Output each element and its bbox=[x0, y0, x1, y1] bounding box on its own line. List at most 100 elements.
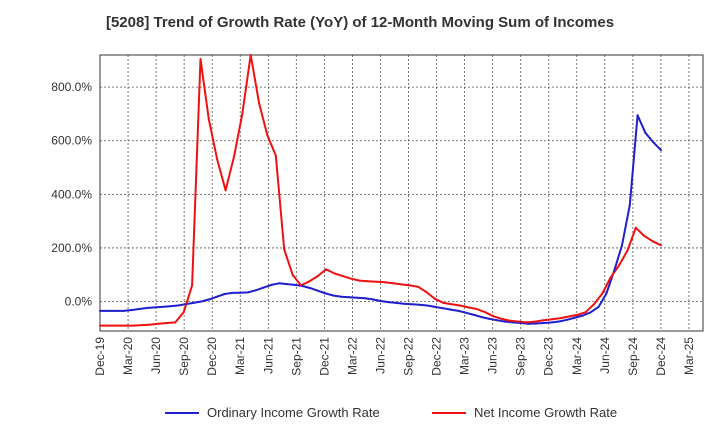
x-tick-label: Jun-22 bbox=[373, 337, 387, 374]
data-point bbox=[358, 279, 361, 282]
data-point bbox=[605, 292, 608, 295]
data-point bbox=[124, 324, 127, 327]
data-point bbox=[601, 292, 604, 295]
data-point bbox=[301, 285, 304, 287]
data-point bbox=[402, 302, 405, 305]
data-point bbox=[130, 309, 133, 312]
legend-swatch-ordinary bbox=[165, 411, 199, 414]
data-point bbox=[496, 319, 499, 322]
data-point bbox=[542, 319, 545, 322]
data-point bbox=[433, 297, 436, 300]
data-point bbox=[504, 320, 507, 323]
data-point bbox=[392, 282, 394, 285]
data-point bbox=[333, 272, 336, 275]
data-point bbox=[324, 292, 327, 295]
data-point bbox=[308, 280, 311, 283]
y-tick-label: 400.0% bbox=[51, 187, 92, 201]
data-point bbox=[166, 322, 168, 324]
data-point bbox=[659, 149, 662, 152]
data-point bbox=[266, 134, 269, 137]
data-point bbox=[426, 304, 429, 307]
data-point bbox=[576, 313, 579, 316]
data-point bbox=[274, 154, 277, 157]
x-tick-label: Sep-23 bbox=[514, 337, 528, 376]
data-point bbox=[283, 248, 286, 251]
data-point bbox=[492, 315, 495, 318]
data-point bbox=[441, 307, 444, 310]
data-point bbox=[200, 300, 203, 303]
x-tick-label: Mar-21 bbox=[233, 337, 247, 375]
data-point bbox=[375, 280, 378, 283]
x-tick-label: Dec-21 bbox=[317, 337, 331, 376]
data-point bbox=[484, 311, 487, 314]
data-point bbox=[500, 317, 503, 320]
y-axis-ticks: 0.0% 200.0% 400.0% 600.0% 800.0% bbox=[51, 80, 92, 308]
data-point bbox=[480, 316, 483, 319]
data-point bbox=[408, 284, 411, 287]
data-point bbox=[161, 305, 164, 308]
legend-label-net: Net Income Growth Rate bbox=[474, 405, 618, 420]
data-point bbox=[621, 244, 623, 247]
data-point bbox=[233, 155, 235, 158]
data-point bbox=[442, 301, 445, 304]
data-point bbox=[450, 303, 453, 306]
data-point bbox=[517, 320, 520, 323]
x-tick-label: Dec-19 bbox=[93, 337, 107, 376]
data-point bbox=[584, 311, 587, 314]
data-point bbox=[626, 249, 629, 252]
x-tick-label: Dec-22 bbox=[430, 337, 444, 376]
data-point bbox=[247, 291, 249, 294]
data-point bbox=[509, 319, 512, 322]
x-tick-label: Jun-24 bbox=[598, 337, 612, 374]
data-point bbox=[519, 322, 522, 324]
x-tick-label: Sep-22 bbox=[402, 337, 416, 376]
data-point bbox=[457, 309, 460, 312]
data-point bbox=[488, 317, 491, 320]
legend-label-ordinary: Ordinary Income Growth Rate bbox=[207, 405, 380, 420]
data-point bbox=[149, 323, 152, 326]
data-point bbox=[176, 304, 179, 307]
data-point bbox=[371, 298, 374, 301]
data-point bbox=[224, 189, 227, 192]
data-point bbox=[475, 308, 478, 310]
data-point bbox=[106, 309, 109, 312]
data-point bbox=[350, 277, 353, 280]
data-point bbox=[597, 305, 600, 308]
legend-item-ordinary: Ordinary Income Growth Rate bbox=[165, 405, 380, 420]
data-point bbox=[527, 322, 530, 325]
data-point bbox=[207, 118, 210, 121]
data-point bbox=[192, 301, 195, 304]
data-point bbox=[184, 303, 187, 306]
legend-swatch-net bbox=[432, 411, 466, 414]
data-point bbox=[379, 300, 382, 302]
data-point bbox=[526, 321, 528, 324]
data-point bbox=[278, 282, 281, 285]
data-point bbox=[651, 240, 654, 243]
data-point bbox=[434, 305, 436, 308]
data-point bbox=[325, 268, 327, 271]
data-point bbox=[341, 275, 344, 278]
x-axis-ticks: Dec-19 Mar-20 Jun-20 Sep-20 Dec-20 Mar-21 Jun-… bbox=[93, 337, 696, 376]
data-point bbox=[140, 324, 143, 327]
data-point bbox=[418, 303, 421, 306]
data-point bbox=[309, 287, 312, 290]
data-point bbox=[340, 295, 343, 298]
data-point bbox=[153, 306, 156, 309]
data-point bbox=[223, 293, 226, 295]
data-point bbox=[559, 317, 562, 320]
data-point bbox=[208, 298, 211, 301]
data-point bbox=[254, 289, 257, 292]
x-tick-label: Jun-20 bbox=[149, 337, 163, 374]
legend-item-net: Net Income Growth Rate bbox=[432, 405, 617, 420]
data-point bbox=[138, 308, 140, 310]
data-point bbox=[241, 113, 244, 115]
data-point bbox=[459, 304, 461, 307]
data-point bbox=[132, 324, 135, 327]
y-tick-label: 200.0% bbox=[51, 241, 92, 255]
data-point bbox=[618, 264, 621, 267]
data-point bbox=[534, 320, 537, 323]
data-point bbox=[652, 141, 655, 144]
x-tick-label: Sep-21 bbox=[289, 337, 303, 376]
data-point bbox=[239, 291, 242, 294]
data-point bbox=[467, 306, 470, 309]
